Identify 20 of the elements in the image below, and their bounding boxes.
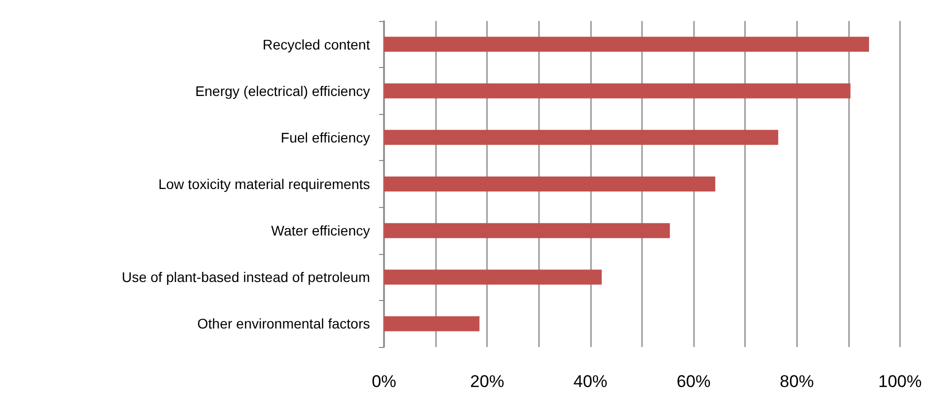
bar <box>384 130 778 145</box>
x-tick-label: 100% <box>878 372 922 391</box>
y-tick-label: Recycled content <box>262 36 370 52</box>
bar <box>384 270 602 285</box>
x-tick-label: 0% <box>372 372 396 391</box>
bar <box>384 176 716 192</box>
y-tick-label: Energy (electrical) efficiency <box>195 82 370 99</box>
bar <box>384 316 480 332</box>
y-tick-label: Fuel efficiency <box>280 129 370 146</box>
x-tick-label: 20% <box>470 372 504 391</box>
bar <box>384 83 850 98</box>
bar <box>384 36 870 52</box>
y-tick-label: Use of plant-based instead of petroleum <box>122 269 370 286</box>
y-tick-label: Water efficiency <box>271 222 370 239</box>
x-tick-label: 80% <box>780 372 814 391</box>
x-tick-label: 40% <box>573 372 608 391</box>
x-tick-label: 60% <box>676 372 711 391</box>
bar <box>384 223 670 238</box>
y-tick-label: Low toxicity material requirements <box>158 176 370 192</box>
y-tick-label: Other environmental factors <box>197 316 370 332</box>
